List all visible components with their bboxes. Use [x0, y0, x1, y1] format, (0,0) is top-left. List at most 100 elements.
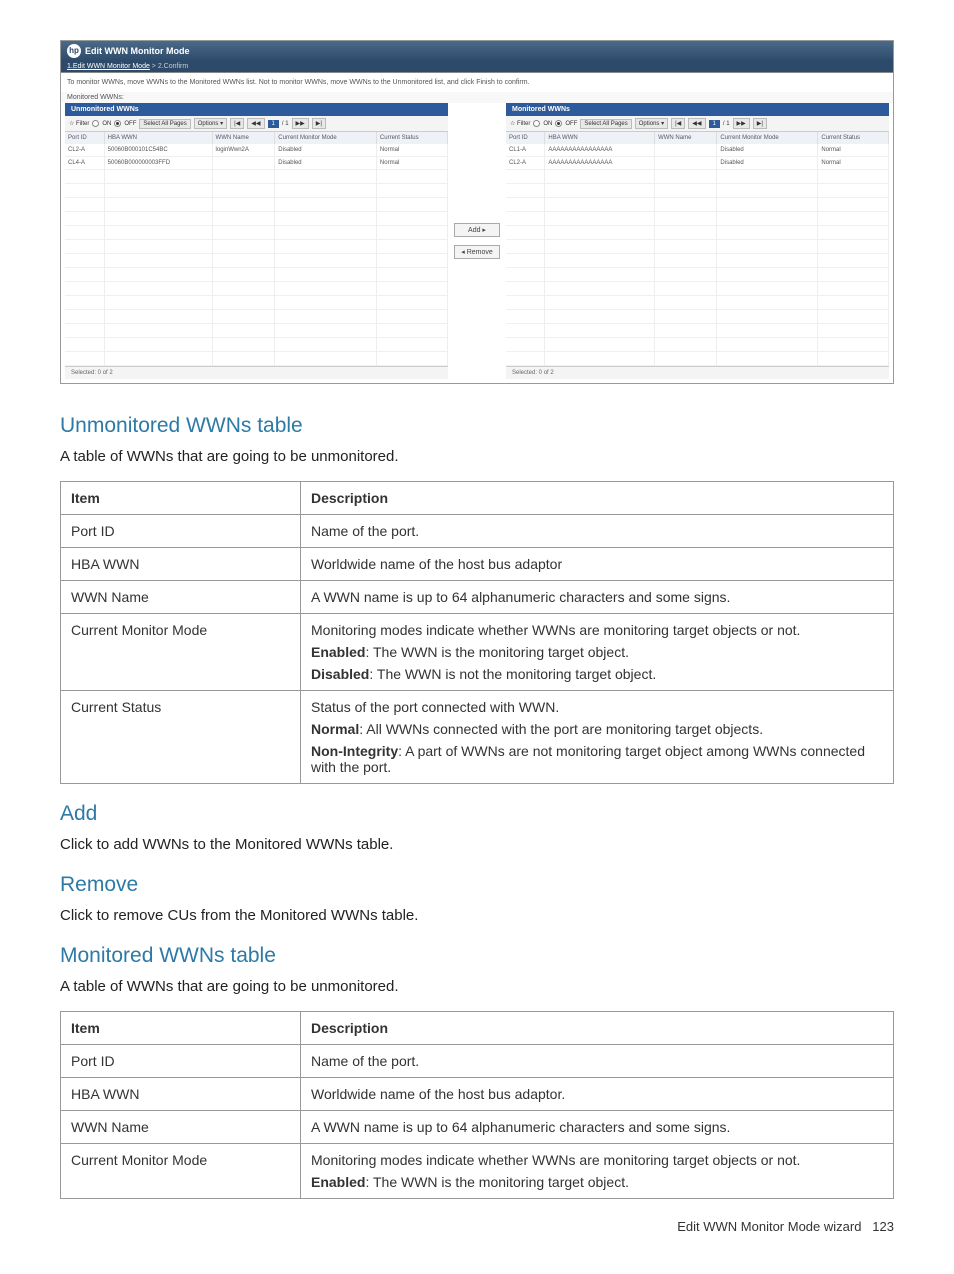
- add-button[interactable]: Add ▸: [454, 223, 500, 237]
- table-row: [506, 268, 889, 282]
- table-row: Current Monitor Mode Monitoring modes in…: [61, 1144, 894, 1199]
- right-selected-footer: Selected: 0 of 2: [506, 366, 889, 379]
- col-status[interactable]: Current Status: [376, 132, 447, 144]
- filter-label[interactable]: ☆ Filter: [69, 120, 89, 127]
- table-row: [65, 212, 448, 226]
- col-status[interactable]: Current Status: [818, 132, 889, 144]
- table-row[interactable]: CL2-A 50060B000101C54BC loginWwn2A Disab…: [65, 144, 448, 157]
- col-monitor-mode[interactable]: Current Monitor Mode: [717, 132, 818, 144]
- table-row: Current Status Status of the port connec…: [61, 691, 894, 784]
- pager-last-button[interactable]: ▶|: [312, 118, 326, 129]
- pager-prev-button[interactable]: ◀◀: [247, 118, 264, 129]
- table-row: [506, 184, 889, 198]
- select-all-button[interactable]: Select All Pages: [580, 119, 631, 129]
- left-toolbar: ☆ Filter ON OFF Select All Pages Options…: [65, 116, 448, 132]
- table-row: [65, 268, 448, 282]
- table-row: [506, 282, 889, 296]
- table-row: Port IDName of the port.: [61, 1045, 894, 1078]
- pager-next-button[interactable]: ▶▶: [733, 118, 750, 129]
- section-unmonitored-title: Unmonitored WWNs table: [60, 414, 894, 438]
- unmonitored-header: Unmonitored WWNs: [65, 103, 448, 116]
- table-row: [506, 310, 889, 324]
- instruction-text: To monitor WWNs, move WWNs to the Monito…: [61, 73, 893, 92]
- table-row: [506, 324, 889, 338]
- table-row: Port IDName of the port.: [61, 515, 894, 548]
- section-unmonitored-intro: A table of WWNs that are going to be unm…: [60, 446, 894, 467]
- table-row: [65, 338, 448, 352]
- table-row: HBA WWNWorldwide name of the host bus ad…: [61, 1078, 894, 1111]
- pager-last-button[interactable]: ▶|: [753, 118, 767, 129]
- col-hba-wwn[interactable]: HBA WWN: [104, 132, 212, 144]
- options-button[interactable]: Options ▾: [194, 118, 227, 129]
- breadcrumb-step1[interactable]: 1.Edit WWN Monitor Mode: [67, 63, 150, 70]
- table-row: WWN NameA WWN name is up to 64 alphanume…: [61, 1111, 894, 1144]
- table-row: HBA WWNWorldwide name of the host bus ad…: [61, 548, 894, 581]
- section-add-body: Click to add WWNs to the Monitored WWNs …: [60, 834, 894, 855]
- filter-on-radio[interactable]: [92, 120, 99, 127]
- col-wwn-name[interactable]: WWN Name: [655, 132, 717, 144]
- col-hba-wwn[interactable]: HBA WWN: [545, 132, 655, 144]
- pager-first-button[interactable]: |◀: [671, 118, 685, 129]
- table-row: [506, 352, 889, 366]
- breadcrumb-step2: 2.Confirm: [158, 63, 188, 70]
- filter-label[interactable]: ☆ Filter: [510, 120, 530, 127]
- page-number: 1: [268, 120, 279, 128]
- col-description: Description: [301, 482, 894, 515]
- options-button[interactable]: Options ▾: [635, 118, 668, 129]
- window-titlebar: hp Edit WWN Monitor Mode: [61, 41, 893, 61]
- table-row: [65, 240, 448, 254]
- unmonitored-grid: Port ID HBA WWN WWN Name Current Monitor…: [65, 132, 448, 366]
- section-remove-title: Remove: [60, 873, 894, 897]
- pager-first-button[interactable]: |◀: [230, 118, 244, 129]
- monitored-pane: Monitored WWNs ☆ Filter ON OFF Select Al…: [506, 103, 889, 379]
- table-row: [65, 296, 448, 310]
- table-row: [506, 240, 889, 254]
- pager-next-button[interactable]: ▶▶: [292, 118, 309, 129]
- wizard-screenshot: hp Edit WWN Monitor Mode 1.Edit WWN Moni…: [60, 40, 894, 384]
- filter-off-radio[interactable]: [114, 120, 121, 127]
- window-title: Edit WWN Monitor Mode: [85, 46, 189, 56]
- table-row: [65, 184, 448, 198]
- col-item: Item: [61, 1012, 301, 1045]
- table-row: [65, 352, 448, 366]
- table-row[interactable]: CL2-A AAAAAAAAAAAAAAAA Disabled Normal: [506, 157, 889, 170]
- select-all-button[interactable]: Select All Pages: [139, 119, 190, 129]
- section-add-title: Add: [60, 802, 894, 826]
- remove-button[interactable]: ◂ Remove: [454, 245, 500, 259]
- col-port-id[interactable]: Port ID: [65, 132, 104, 144]
- table-row: [65, 310, 448, 324]
- col-port-id[interactable]: Port ID: [506, 132, 545, 144]
- table-row: [506, 170, 889, 184]
- footer-text: Edit WWN Monitor Mode wizard: [677, 1219, 861, 1234]
- unmonitored-pane: Unmonitored WWNs ☆ Filter ON OFF Select …: [65, 103, 448, 379]
- table-row: [65, 324, 448, 338]
- section-monitored-intro: A table of WWNs that are going to be unm…: [60, 976, 894, 997]
- page-of: / 1: [282, 121, 289, 127]
- page-footer: Edit WWN Monitor Mode wizard 123: [60, 1219, 894, 1234]
- table-row: [65, 198, 448, 212]
- transfer-buttons: Add ▸ ◂ Remove: [450, 103, 504, 379]
- unmonitored-description-table: Item Description Port IDName of the port…: [60, 481, 894, 784]
- col-monitor-mode[interactable]: Current Monitor Mode: [275, 132, 377, 144]
- page-of: / 1: [723, 121, 730, 127]
- filter-off-radio[interactable]: [555, 120, 562, 127]
- monitored-header: Monitored WWNs: [506, 103, 889, 116]
- table-row: [65, 170, 448, 184]
- page-number: 1: [709, 120, 720, 128]
- breadcrumb: 1.Edit WWN Monitor Mode > 2.Confirm: [61, 61, 893, 73]
- table-row[interactable]: CL4-A 50060B000000003FFD Disabled Normal: [65, 157, 448, 170]
- filter-on-radio[interactable]: [533, 120, 540, 127]
- table-row[interactable]: CL1-A AAAAAAAAAAAAAAAA Disabled Normal: [506, 144, 889, 157]
- table-row: Current Monitor Mode Monitoring modes in…: [61, 614, 894, 691]
- table-row: [506, 254, 889, 268]
- pager-prev-button[interactable]: ◀◀: [688, 118, 705, 129]
- table-row: WWN NameA WWN name is up to 64 alphanume…: [61, 581, 894, 614]
- table-row: [506, 226, 889, 240]
- col-wwn-name[interactable]: WWN Name: [212, 132, 275, 144]
- monitored-description-table: Item Description Port IDName of the port…: [60, 1011, 894, 1199]
- right-toolbar: ☆ Filter ON OFF Select All Pages Options…: [506, 116, 889, 132]
- table-row: [506, 212, 889, 226]
- table-row: [65, 282, 448, 296]
- section-remove-body: Click to remove CUs from the Monitored W…: [60, 905, 894, 926]
- col-item: Item: [61, 482, 301, 515]
